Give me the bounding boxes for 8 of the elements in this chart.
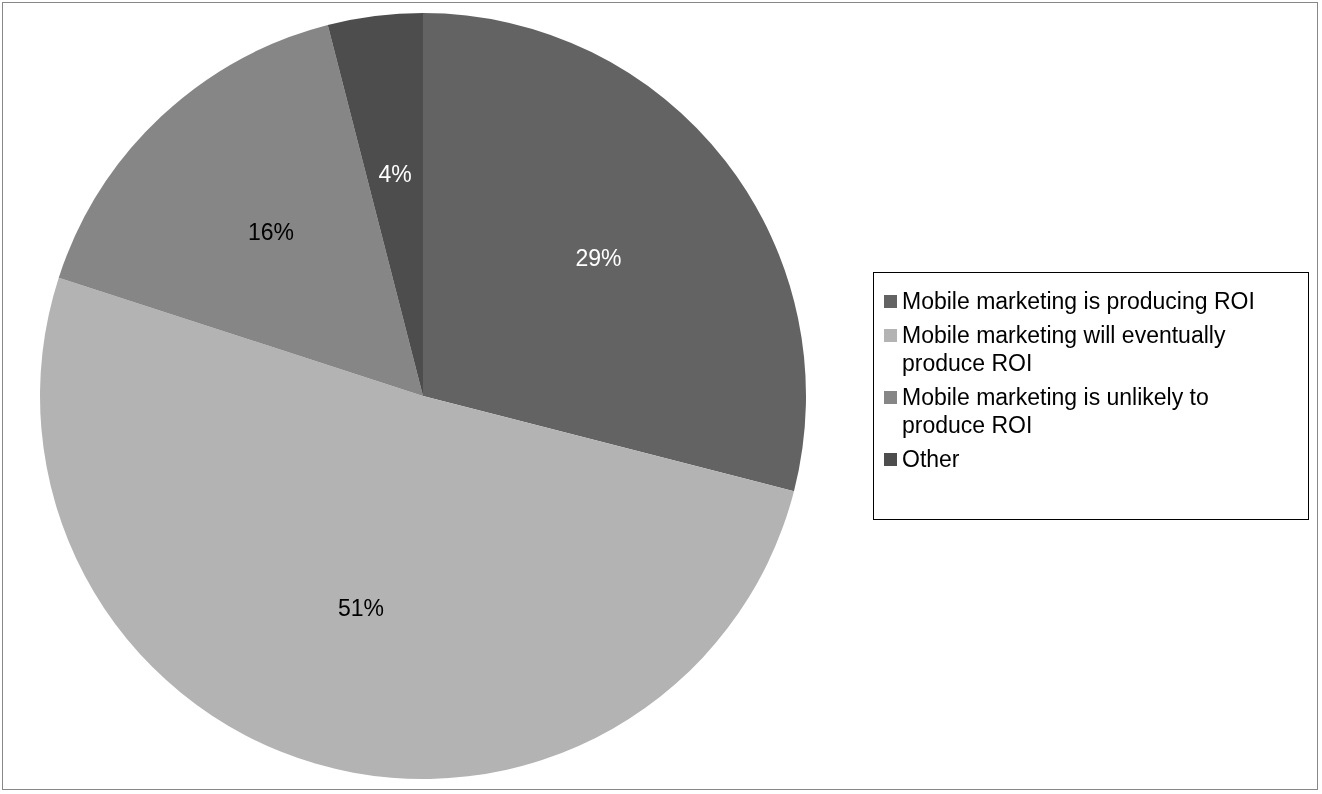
legend-label: Mobile marketing is producing ROI [902, 287, 1255, 315]
legend-label: Other [902, 445, 960, 473]
data-label: 16% [247, 219, 294, 246]
data-label: 29% [575, 245, 622, 272]
legend-label: Mobile marketing is unlikely to produce ROI [902, 383, 1210, 439]
legend-label: Mobile marketing will eventually produce ROI [902, 321, 1227, 377]
data-label: 4% [378, 160, 412, 187]
data-label: 51% [338, 594, 385, 621]
